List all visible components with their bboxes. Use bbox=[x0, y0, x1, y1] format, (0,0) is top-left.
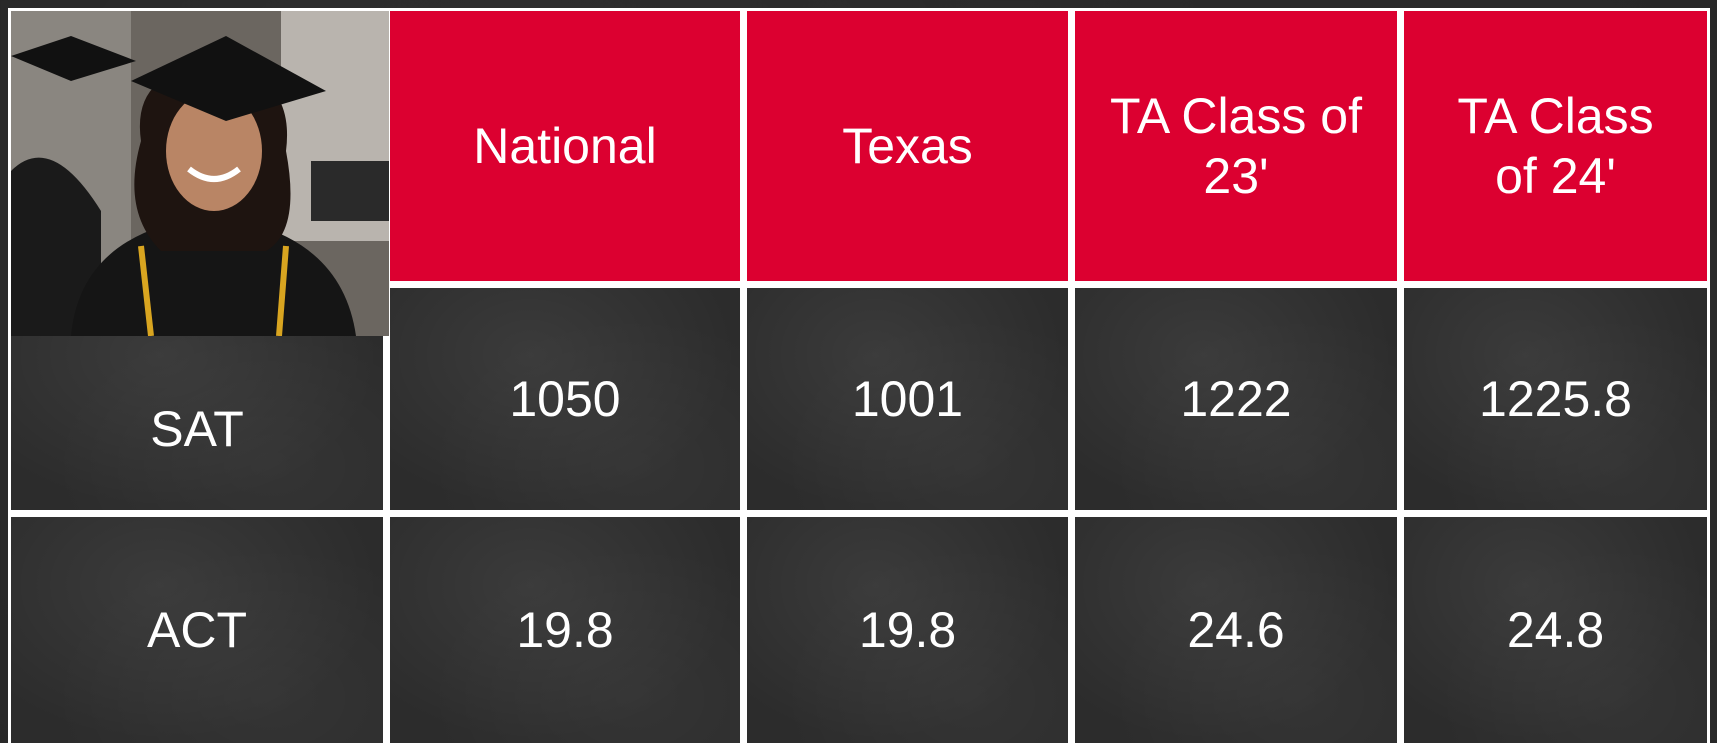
table-cell: 1050 bbox=[390, 288, 740, 510]
header-cell: TA Class of 24' bbox=[1404, 11, 1707, 281]
page: National Texas TA Class of 23' TA Class … bbox=[0, 0, 1717, 740]
graduate-photo bbox=[11, 11, 389, 336]
row-label: ACT bbox=[11, 517, 383, 743]
table-cell: 1222 bbox=[1075, 288, 1397, 510]
table-cell: 19.8 bbox=[390, 517, 740, 743]
header-cell: National bbox=[390, 11, 740, 281]
header-cell: TA Class of 23' bbox=[1075, 11, 1397, 281]
table-cell: 24.6 bbox=[1075, 517, 1397, 743]
table-cell: 24.8 bbox=[1404, 517, 1707, 743]
table-cell: 19.8 bbox=[747, 517, 1068, 743]
header-cell: Texas bbox=[747, 11, 1068, 281]
table-cell: 1225.8 bbox=[1404, 288, 1707, 510]
table-cell: 1001 bbox=[747, 288, 1068, 510]
